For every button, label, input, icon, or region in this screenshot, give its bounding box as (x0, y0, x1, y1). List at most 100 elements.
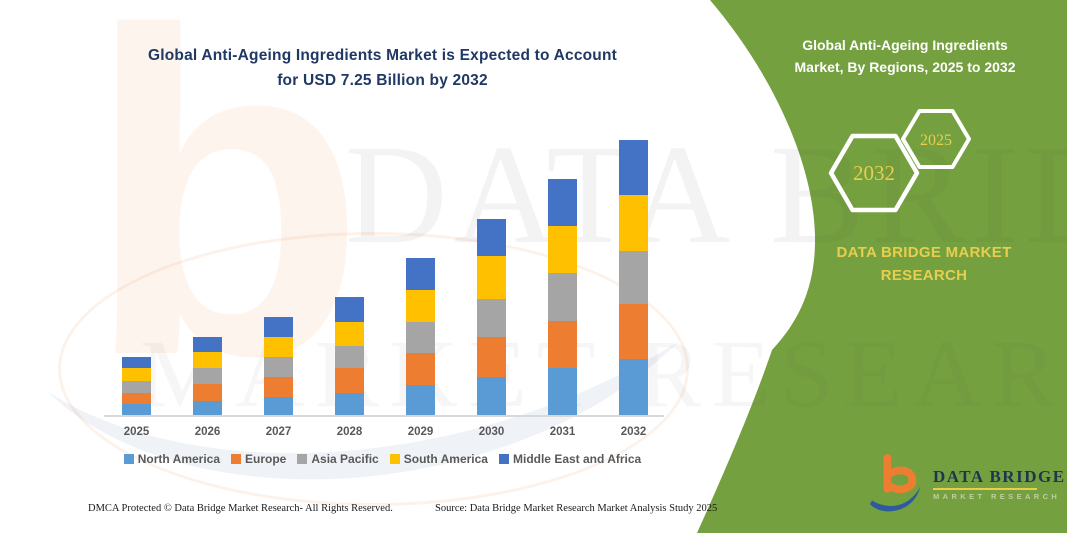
bar-segment (335, 393, 364, 415)
legend-item: North America (123, 452, 221, 466)
bar-segment (548, 225, 577, 273)
bar-chart (122, 139, 648, 415)
bar-segment (122, 367, 151, 381)
x-axis-label: 2025 (123, 426, 150, 438)
company-logo-icon (869, 454, 921, 512)
company-logo: DATA BRIDGE MARKET RESEARCH (868, 454, 1066, 514)
bar-segment (406, 258, 435, 291)
stacked-bar-2026 (193, 337, 222, 415)
x-axis-label: 2027 (265, 426, 292, 438)
bar-segment (548, 320, 577, 368)
legend-swatch (231, 454, 242, 464)
logo-underline (933, 488, 1037, 490)
x-axis-label: 2026 (194, 426, 221, 438)
bar-segment (477, 299, 506, 338)
x-axis-label: 2032 (620, 426, 647, 438)
watermark-ring (58, 232, 689, 506)
bar-segment (193, 367, 222, 384)
stacked-bar-2028 (335, 296, 364, 415)
bar-segment (619, 195, 648, 251)
bar-segment (122, 393, 151, 404)
bar-segment (193, 337, 222, 352)
bar-segment (406, 290, 435, 322)
hexagon-2032 (828, 133, 920, 213)
watermark-text-row1: DATA BRIDGE (345, 115, 1067, 273)
bar-segment (548, 272, 577, 321)
stacked-bar-2032 (619, 139, 648, 415)
legend-label: North America (137, 452, 221, 466)
bar-segment (477, 256, 506, 300)
legend-label: Middle East and Africa (512, 452, 642, 466)
bar-segment (335, 322, 364, 346)
bar-segment (477, 377, 506, 415)
year-hexagons: 2032 2025 (828, 109, 971, 213)
legend-swatch (297, 454, 308, 464)
panel-heading-line2: Market, By Regions, 2025 to 2032 (794, 59, 1016, 76)
chart-title-line2: for USD 7.25 Billion by 2032 (277, 71, 488, 89)
stacked-bar-2029 (406, 258, 435, 415)
bar-segment (406, 353, 435, 385)
legend-label: Europe (245, 452, 287, 466)
brand-caption: DATA BRIDGE MARKET RESEARCH (790, 241, 1058, 288)
x-axis-label: 2031 (549, 426, 576, 438)
legend-swatch (389, 454, 400, 464)
hexagon-2032-label: 2032 (853, 161, 895, 185)
bar-segment (264, 317, 293, 337)
stacked-bar-2030 (477, 219, 506, 415)
bar-segment (548, 178, 577, 226)
x-axis-label: 2028 (336, 426, 363, 438)
bar-segment (264, 377, 293, 398)
bar-segment (619, 303, 648, 359)
legend-swatch (123, 454, 134, 464)
bar-segment (264, 336, 293, 357)
hexagon-2025-label: 2025 (920, 132, 952, 149)
bar-segment (264, 356, 293, 378)
bar-segment (122, 404, 151, 415)
x-axis-line (104, 415, 664, 417)
bar-segment (193, 383, 222, 401)
bar-segment (264, 397, 293, 415)
panel-heading: Global Anti-Ageing Ingredients Market, B… (755, 34, 1055, 79)
panel-heading-line1: Global Anti-Ageing Ingredients (802, 37, 1008, 53)
bar-segment (335, 367, 364, 393)
logo-subtitle: MARKET RESEARCH (933, 492, 1061, 501)
brand-caption-line2: RESEARCH (880, 267, 968, 285)
stacked-bar-2027 (264, 317, 293, 415)
company-logo-text: DATA BRIDGE MARKET RESEARCH (933, 454, 1066, 514)
bar-segment (122, 356, 151, 368)
legend-item: Europe (231, 452, 286, 466)
legend-label: South America (403, 452, 488, 466)
watermark-text-row2: MARKET RESEARCH (140, 320, 1067, 427)
bar-segment (406, 321, 435, 354)
stacked-bar-2031 (548, 178, 577, 415)
legend-item: Middle East and Africa (498, 452, 642, 466)
bar-segment (335, 296, 364, 323)
logo-name: DATA BRIDGE (933, 467, 1066, 486)
x-axis-label: 2029 (407, 426, 434, 438)
bar-segment (619, 250, 648, 304)
legend-swatch (498, 454, 509, 464)
footer-dmca: DMCA Protected © Data Bridge Market Rese… (88, 503, 393, 514)
bar-segment (193, 400, 222, 415)
bar-segment (193, 351, 222, 368)
footer-source: Source: Data Bridge Market Research Mark… (435, 503, 718, 514)
x-axis-label: 2030 (478, 426, 505, 438)
bar-segment (619, 139, 648, 196)
chart-title: Global Anti-Ageing Ingredients Market is… (110, 44, 655, 94)
bar-segment (619, 358, 648, 415)
green-panel (697, 0, 1067, 533)
legend-item: Asia Pacific (297, 452, 379, 466)
bar-segment (548, 367, 577, 415)
legend-label: Asia Pacific (311, 452, 379, 466)
bar-segment (406, 385, 435, 415)
hexagon-2025 (901, 109, 971, 169)
bar-segment (335, 345, 364, 368)
stacked-bar-2025 (122, 356, 151, 415)
bar-segment (477, 219, 506, 257)
bar-segment (477, 337, 506, 377)
brand-caption-line1: DATA BRIDGE MARKET (836, 244, 1012, 261)
chart-title-line1: Global Anti-Ageing Ingredients Market is… (147, 47, 617, 64)
bar-segment (122, 380, 151, 393)
x-axis-labels: 2025 2026 2027 2028 2029 2030 2031 2032 (122, 426, 648, 438)
